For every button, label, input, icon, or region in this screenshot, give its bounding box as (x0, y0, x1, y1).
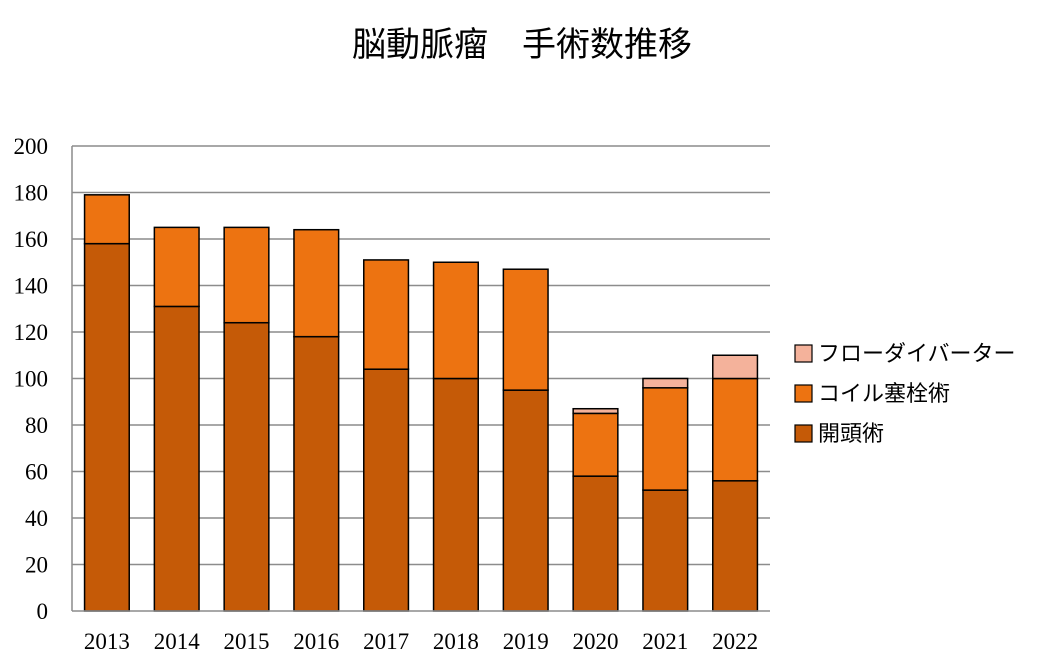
y-tick-label: 20 (25, 553, 48, 578)
legend-label: コイル塞栓術 (818, 382, 950, 407)
bar-segment (363, 259, 410, 370)
x-tick-label: 2013 (84, 629, 130, 654)
y-tick-label: 140 (14, 274, 49, 299)
y-tick-label: 180 (14, 181, 49, 206)
bar-segment (363, 368, 410, 612)
legend-swatch (794, 424, 813, 443)
x-tick-label: 2017 (363, 629, 409, 654)
bars (83, 194, 759, 612)
bar-segment (83, 242, 130, 612)
x-tick-label: 2016 (293, 629, 339, 654)
axes: 0 20 40 60 80 100 120 140 160 180 200 2013 2014 2015 2… (14, 134, 770, 654)
bar-segment (153, 226, 200, 308)
x-tick-label: 2020 (573, 629, 619, 654)
bar-segment (153, 305, 200, 612)
legend-swatch (794, 384, 813, 403)
bar-segment (223, 226, 270, 324)
bar-segment (712, 354, 759, 380)
legend-label: 開頭術 (818, 422, 884, 447)
bar-segment (572, 412, 619, 477)
legend-swatch (794, 344, 813, 363)
y-tick-label: 120 (14, 320, 49, 345)
bar-segment (432, 377, 479, 612)
bar-segment (642, 489, 689, 612)
chart-title: 脳動脈瘤 手術数推移 (352, 25, 692, 65)
bar-segment (293, 228, 340, 338)
bar-segment (502, 389, 549, 612)
x-tick-label: 2015 (224, 629, 270, 654)
bar-segment (572, 407, 619, 415)
y-tick-label: 60 (25, 460, 48, 485)
y-tick-label: 80 (25, 413, 48, 438)
y-tick-label: 100 (14, 367, 49, 392)
x-tick-label: 2014 (154, 629, 201, 654)
y-tick-label: 160 (14, 227, 49, 252)
y-tick-label: 0 (37, 599, 49, 624)
x-tick-label: 2022 (712, 629, 758, 654)
bar-segment (83, 194, 130, 245)
x-tick-label: 2019 (503, 629, 549, 654)
x-tick-label: 2021 (642, 629, 688, 654)
y-tick-label: 200 (14, 134, 49, 159)
bar-segment (293, 335, 340, 612)
bar-segment (712, 480, 759, 612)
bar-segment (642, 387, 689, 491)
x-tick-label: 2018 (433, 629, 479, 654)
bar-segment (642, 377, 689, 389)
y-tick-label: 40 (25, 506, 48, 531)
bar-segment (432, 261, 479, 380)
legend-label: フローダイバーター (818, 342, 1016, 367)
bar-segment (502, 268, 549, 391)
bar-segment (572, 475, 619, 612)
bar-segment (712, 377, 759, 482)
bar-segment (223, 321, 270, 612)
